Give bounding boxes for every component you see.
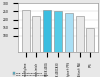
- Y-axis label: Temperature (°C): Temperature (°C): [0, 15, 1, 41]
- Bar: [86, 28, 94, 52]
- Bar: [22, 10, 30, 52]
- Bar: [54, 11, 62, 52]
- Bar: [65, 13, 73, 52]
- Bar: [32, 16, 40, 52]
- Bar: [76, 16, 84, 52]
- Legend: PPE: polyethersulfone, PPS: polyphenylene sulfide: PPE: polyethersulfone, PPS: polyphenylen…: [13, 72, 48, 76]
- Bar: [43, 10, 51, 52]
